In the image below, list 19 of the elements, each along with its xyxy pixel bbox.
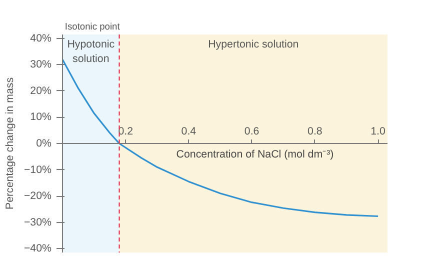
band-label: Hypotonic solution <box>67 38 116 65</box>
y-tick-label: −10% <box>24 164 52 176</box>
x-tick-label: 1.0 <box>370 126 386 138</box>
y-tick-label: −40% <box>24 242 52 255</box>
x-axis-title: Concentration of NaCl (mol dm⁻³) <box>176 148 334 160</box>
ref-line-label: Isotonic point <box>64 22 120 32</box>
y-tick-label: 0% <box>36 138 52 150</box>
x-tick-label: 0.6 <box>244 126 260 138</box>
y-tick-label: 40% <box>30 32 52 44</box>
y-axis-title: Percentage change in mass <box>4 77 16 210</box>
y-tick-label: 30% <box>30 58 52 71</box>
x-tick-label: 0.8 <box>308 126 322 138</box>
x-tick-label: 0.4 <box>181 126 196 138</box>
band-label: Hypertonic solution <box>208 38 299 50</box>
y-tick-label: 20% <box>30 84 52 97</box>
y-tick-label: −30% <box>24 216 52 228</box>
y-tick-label: 10% <box>30 111 52 124</box>
x-tick-label: 0.2 <box>118 126 134 138</box>
y-tick-label: −20% <box>24 190 52 202</box>
